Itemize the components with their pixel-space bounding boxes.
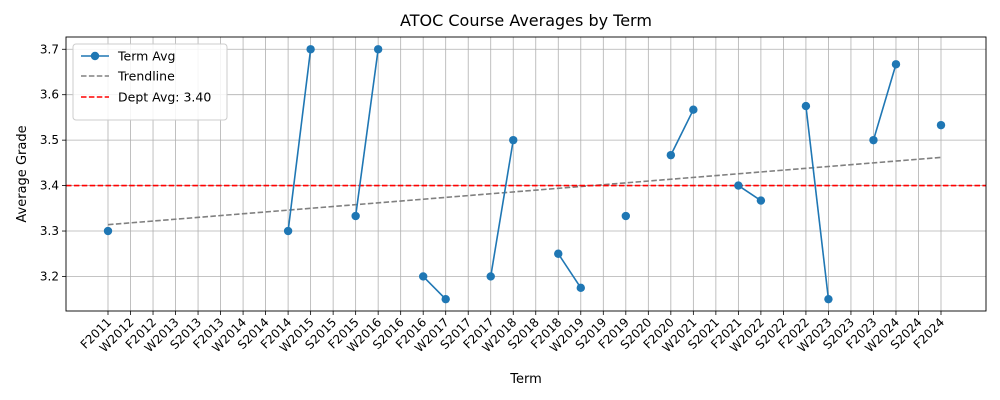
data-point <box>666 150 676 160</box>
legend: Term Avg Trendline Dept Avg: 3.40 <box>72 43 228 121</box>
y-tick-label: 3.4 <box>40 179 59 193</box>
x-ticks: F2011W2012F2012W2013S2013F2013W2014S2014… <box>78 311 947 355</box>
data-point <box>824 294 833 304</box>
y-axis-label: Average Grade <box>15 125 30 222</box>
y-tick-label: 3.5 <box>40 133 59 147</box>
data-point <box>869 135 878 145</box>
plot-frame <box>65 36 987 312</box>
data-point <box>509 135 518 145</box>
legend-marker-term-avg <box>90 51 100 61</box>
data-point <box>801 101 811 111</box>
series-line-segment <box>872 64 897 141</box>
legend-box <box>72 43 228 121</box>
series-line-segment <box>670 109 695 156</box>
chart-title: ATOC Course Averages by Term <box>400 11 652 30</box>
data-point <box>576 283 585 293</box>
series-line-segment <box>489 140 515 277</box>
data-point <box>418 272 428 281</box>
data-point <box>689 105 698 114</box>
data-point <box>103 226 113 236</box>
data-point <box>936 120 946 130</box>
data-point <box>486 272 495 281</box>
data-point <box>554 249 563 258</box>
legend-label-dept-avg: Dept Avg: 3.40 <box>118 90 211 105</box>
data-point <box>441 294 450 304</box>
y-tick-label: 3.7 <box>40 42 59 56</box>
y-tick-label: 3.6 <box>40 88 59 102</box>
series-line-segment <box>354 49 379 217</box>
series-line-segment <box>287 49 312 232</box>
data-point <box>756 196 766 205</box>
data-point <box>734 181 743 190</box>
trendline <box>107 156 942 226</box>
series-line-segment <box>557 253 582 289</box>
x-axis-label: Term <box>509 372 542 387</box>
legend-label-term-avg: Term Avg <box>117 49 175 64</box>
series-line-segment <box>737 184 762 202</box>
y-tick-label: 3.2 <box>40 269 59 283</box>
data-point <box>351 211 360 221</box>
series-line-segment <box>422 275 447 300</box>
data-point <box>373 45 383 54</box>
legend-label-trendline: Trendline <box>117 69 175 84</box>
plot-area <box>65 36 987 312</box>
y-ticks: 3.2 3.3 3.4 3.5 3.6 3.7 <box>40 42 66 283</box>
data-point <box>306 45 315 54</box>
data-point <box>283 226 293 236</box>
series-line-segment <box>805 105 830 300</box>
data-point <box>621 211 631 221</box>
y-tick-label: 3.3 <box>40 224 59 238</box>
data-point <box>891 60 901 69</box>
